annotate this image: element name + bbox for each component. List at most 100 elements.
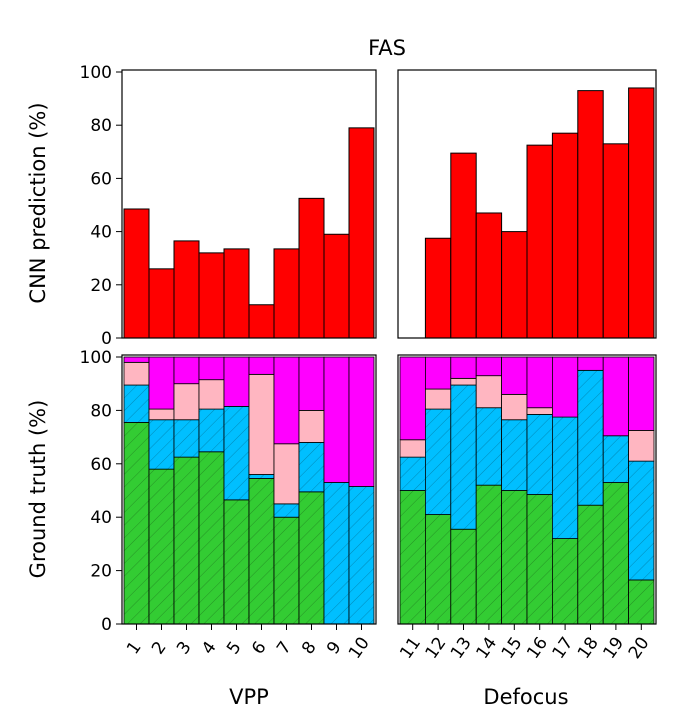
ground-truth-magenta-bar-8 <box>298 356 325 411</box>
x-tick-label-10: 10 <box>345 634 374 663</box>
y-tick-label-bottom-40: 40 <box>90 508 112 528</box>
ground-truth-blue-bar-2-hatch <box>149 419 174 470</box>
prediction-bar-3 <box>173 240 200 339</box>
prediction-bar-10 <box>348 127 375 339</box>
y-tick-label-bottom-0: 0 <box>101 615 112 635</box>
y-tick-label-top-20: 20 <box>90 276 112 296</box>
ground-truth-green-bar-7-hatch <box>274 517 299 624</box>
panel-frame-bottom-0 <box>121 354 377 625</box>
ground-truth-magenta-bar-11 <box>399 356 426 441</box>
panel-frame-bottom-1 <box>397 354 657 625</box>
ground-truth-blue-bar-3-hatch <box>174 419 199 458</box>
prediction-bar-15 <box>501 231 528 339</box>
y-axis-title-top: CNN prediction (%) <box>26 102 50 303</box>
ground-truth-green-bar-20-hatch <box>628 579 654 624</box>
ground-truth-green-bar-11-hatch <box>400 490 426 624</box>
x-tick-label-19: 19 <box>599 634 628 663</box>
x-tick-label-18: 18 <box>574 634 603 663</box>
ground-truth-pink-bar-13 <box>450 377 477 386</box>
ground-truth-blue-bar-10-hatch <box>349 486 374 624</box>
ground-truth-pink-bar-2 <box>148 408 175 421</box>
ground-truth-magenta-bar-19 <box>602 356 630 437</box>
ground-truth-blue-bar-14-hatch <box>476 407 502 486</box>
ground-truth-green-bar-17-hatch <box>552 538 578 624</box>
ground-truth-green-bar-18-hatch <box>577 505 604 624</box>
ground-truth-green-bar-13-hatch <box>450 529 477 624</box>
ground-truth-green-bar-3-hatch <box>174 457 199 624</box>
ground-truth-magenta-bar-15 <box>501 356 528 395</box>
y-tick-label-top-80: 80 <box>90 116 112 136</box>
ground-truth-blue-bar-6-hatch <box>249 474 274 479</box>
x-tick-label-5: 5 <box>223 638 246 658</box>
ground-truth-magenta-bar-13 <box>450 356 477 379</box>
prediction-bar-4 <box>198 252 225 339</box>
ground-truth-blue-bar-20-hatch <box>628 461 654 580</box>
ground-truth-magenta-bar-6 <box>248 356 275 375</box>
y-tick-label-bottom-80: 80 <box>90 401 112 421</box>
prediction-bar-20 <box>628 87 655 339</box>
x-tick-label-8: 8 <box>298 638 321 658</box>
ground-truth-green-bar-6-hatch <box>249 478 274 624</box>
ground-truth-green-bar-12-hatch <box>425 514 451 624</box>
prediction-bar-14 <box>475 212 503 339</box>
ground-truth-pink-bar-3 <box>173 383 200 421</box>
ground-truth-magenta-bar-20 <box>628 356 655 431</box>
x-tick-label-15: 15 <box>498 634 527 663</box>
ground-truth-pink-bar-6 <box>248 373 275 475</box>
prediction-bar-2 <box>148 268 175 339</box>
ground-truth-magenta-bar-14 <box>475 356 503 377</box>
panel-frame-top-0 <box>121 69 377 339</box>
ground-truth-blue-bar-8-hatch <box>299 442 324 492</box>
prediction-bar-18 <box>577 90 604 339</box>
ground-truth-green-bar-19-hatch <box>603 482 629 624</box>
prediction-bar-12 <box>424 237 452 339</box>
ground-truth-green-bar-4-hatch <box>199 451 224 624</box>
ground-truth-pink-bar-15 <box>501 393 528 421</box>
x-tick-label-14: 14 <box>472 634 501 663</box>
prediction-bar-9 <box>323 233 350 339</box>
ground-truth-blue-bar-19-hatch <box>603 435 629 483</box>
y-axis-title-bottom: Ground truth (%) <box>26 400 50 579</box>
ground-truth-blue-bar-4-hatch <box>199 409 224 452</box>
ground-truth-blue-bar-1-hatch <box>124 385 149 423</box>
prediction-bar-7 <box>273 248 300 339</box>
ground-truth-pink-bar-11 <box>399 439 426 458</box>
x-tick-label-4: 4 <box>198 638 221 658</box>
ground-truth-magenta-bar-16 <box>526 356 553 409</box>
y-tick-label-bottom-60: 60 <box>90 455 112 475</box>
ground-truth-pink-bar-12 <box>424 388 452 410</box>
ground-truth-green-bar-16-hatch <box>527 494 553 624</box>
ground-truth-magenta-bar-1 <box>123 356 150 363</box>
prediction-bar-1 <box>123 208 150 339</box>
ground-truth-green-bar-8-hatch <box>299 491 324 624</box>
ground-truth-pink-bar-7 <box>273 443 300 505</box>
ground-truth-blue-bar-11-hatch <box>400 457 426 491</box>
ground-truth-blue-bar-9-hatch <box>324 482 349 624</box>
ground-truth-blue-bar-17-hatch <box>552 417 578 539</box>
x-tick-label-17: 17 <box>549 634 578 663</box>
ground-truth-green-bar-1-hatch <box>124 422 149 624</box>
y-tick-label-top-40: 40 <box>90 223 112 243</box>
ground-truth-magenta-bar-18 <box>577 356 604 371</box>
chart-title: FAS <box>368 36 406 60</box>
ground-truth-blue-bar-18-hatch <box>577 370 604 506</box>
ground-truth-magenta-bar-2 <box>148 356 175 410</box>
ground-truth-pink-bar-16 <box>526 407 553 415</box>
x-tick-label-16: 16 <box>523 634 552 663</box>
ground-truth-green-bar-5-hatch <box>224 499 249 624</box>
ground-truth-green-bar-2-hatch <box>149 469 174 624</box>
x-tick-label-11: 11 <box>396 634 425 663</box>
ground-truth-blue-bar-16-hatch <box>527 414 553 495</box>
ground-truth-pink-bar-8 <box>298 409 325 443</box>
x-axis-title-vpp: VPP <box>229 685 269 707</box>
ground-truth-magenta-bar-4 <box>198 356 225 381</box>
prediction-bar-17 <box>551 132 579 339</box>
prediction-bar-16 <box>526 144 553 339</box>
y-tick-label-top-0: 0 <box>101 329 112 349</box>
y-tick-label-top-60: 60 <box>90 169 112 189</box>
ground-truth-magenta-bar-12 <box>424 356 452 390</box>
ground-truth-magenta-bar-10 <box>348 356 375 487</box>
ground-truth-blue-bar-15-hatch <box>501 419 527 491</box>
x-tick-label-7: 7 <box>273 638 296 658</box>
